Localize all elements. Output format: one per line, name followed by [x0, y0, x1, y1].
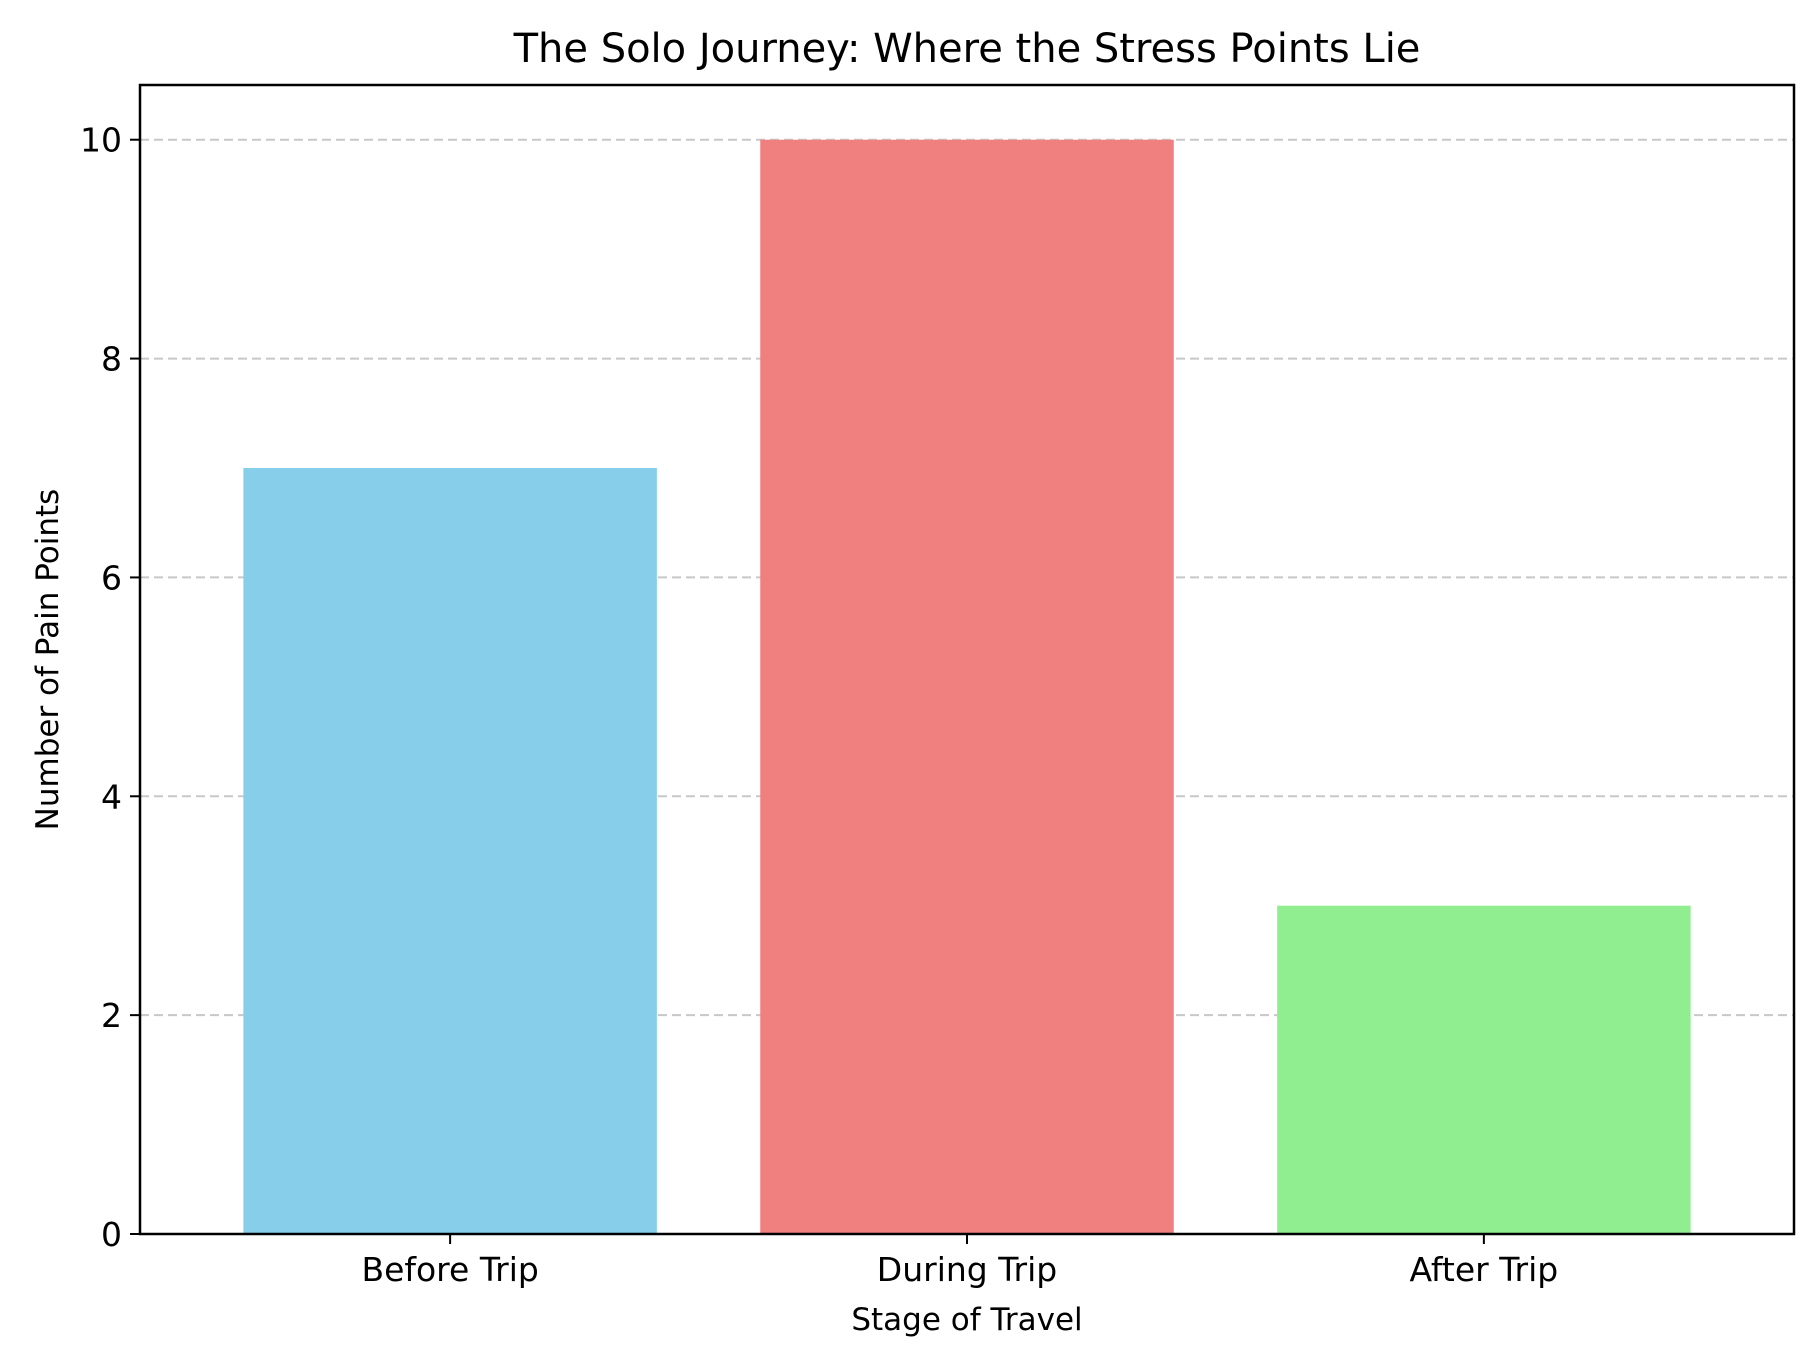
chart-title: The Solo Journey: Where the Stress Point… [513, 26, 1421, 72]
x-tick-label-after-trip: After Trip [1410, 1250, 1559, 1289]
x-axis-ticks: Before Trip During Trip After Trip [361, 1234, 1558, 1289]
y-tick-label-10: 10 [80, 121, 122, 160]
y-tick-label-0: 0 [101, 1215, 122, 1254]
y-tick-label-8: 8 [101, 340, 122, 379]
x-tick-label-before-trip: Before Trip [361, 1250, 538, 1289]
bars [243, 139, 1691, 1235]
y-tick-label-6: 6 [101, 558, 122, 597]
bar-after-trip [1277, 905, 1691, 1234]
bar-before-trip [243, 468, 657, 1234]
x-tick-label-during-trip: During Trip [877, 1250, 1057, 1289]
y-axis-label: Number of Pain Points [30, 489, 66, 831]
bar-during-trip [760, 139, 1174, 1235]
y-tick-label-2: 2 [101, 996, 122, 1035]
y-axis-ticks: 0 2 4 6 8 10 [80, 121, 140, 1254]
x-axis-label: Stage of Travel [851, 1302, 1082, 1338]
y-tick-label-4: 4 [101, 777, 122, 816]
